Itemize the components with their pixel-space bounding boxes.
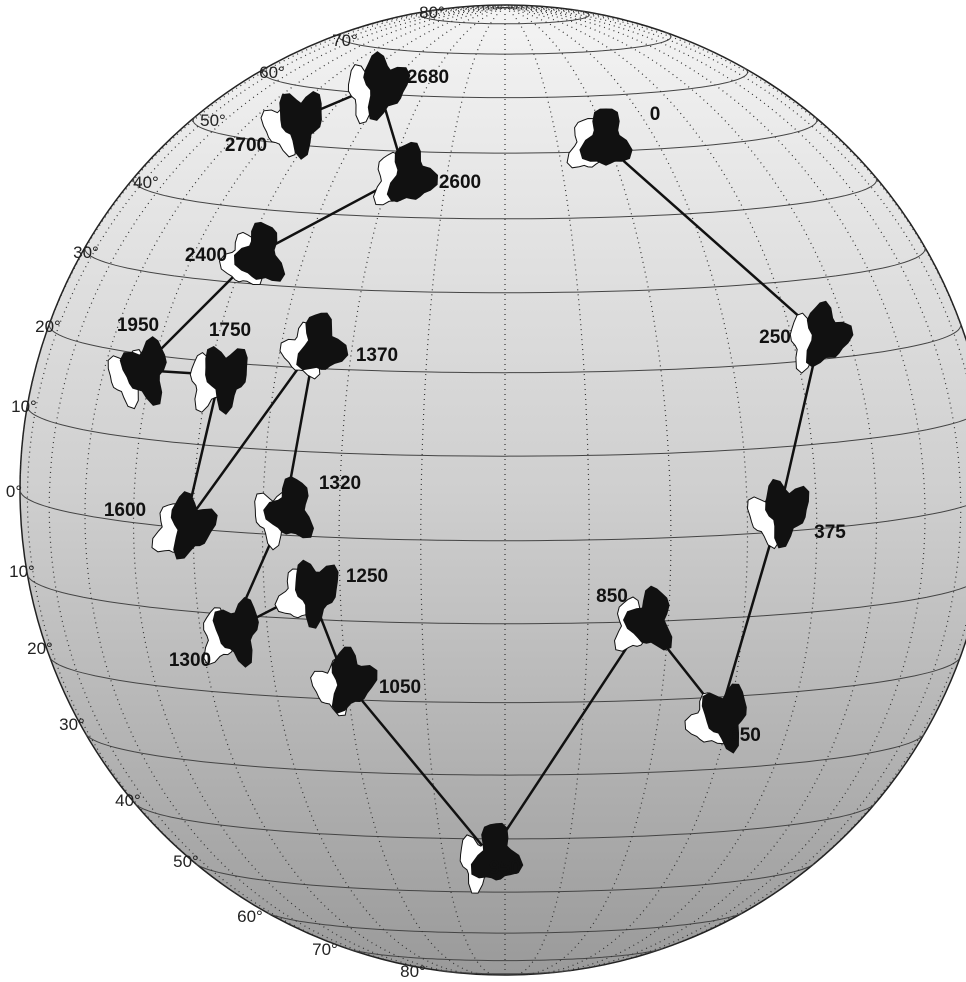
age-label: 2680 bbox=[407, 67, 449, 88]
parallel bbox=[438, 969, 572, 975]
latitude-label: 50° bbox=[173, 852, 199, 871]
age-label: 1750 bbox=[209, 320, 251, 341]
age-label: 1050 bbox=[379, 677, 421, 698]
path-segment bbox=[183, 344, 317, 526]
age-label: 0 bbox=[650, 104, 661, 125]
age-label: 2400 bbox=[185, 245, 227, 266]
meridian bbox=[504, 7, 749, 975]
continent bbox=[363, 51, 411, 121]
meridian bbox=[504, 5, 538, 9]
parallel bbox=[196, 863, 814, 893]
continent bbox=[331, 646, 378, 714]
age-label: 250 bbox=[759, 327, 791, 348]
continent bbox=[806, 300, 854, 368]
continent bbox=[263, 476, 314, 539]
age-label: 1300 bbox=[169, 650, 211, 671]
parallel bbox=[50, 657, 960, 704]
parallel bbox=[19, 489, 966, 542]
continent bbox=[470, 822, 524, 881]
continent bbox=[234, 221, 286, 282]
age-label: 2700 bbox=[225, 135, 267, 156]
continent-reconstructions bbox=[107, 51, 854, 894]
meridian bbox=[379, 6, 506, 23]
parallel bbox=[84, 247, 926, 294]
continent bbox=[295, 559, 339, 629]
parallel bbox=[48, 323, 962, 374]
age-label: 1320 bbox=[319, 473, 361, 494]
meridian bbox=[504, 6, 631, 23]
latitude-label: 30° bbox=[59, 715, 85, 734]
latitude-label: 0° bbox=[6, 482, 22, 501]
continent bbox=[623, 585, 673, 651]
latitude-label: 80° bbox=[400, 962, 426, 981]
meridian bbox=[504, 7, 966, 905]
meridian bbox=[504, 7, 878, 972]
labels: 80° 70° 60° 50° 40° 30° 20° 10° 0° 10° 20° 30° 40° 50… bbox=[6, 3, 846, 981]
latitude-label: 70° bbox=[332, 31, 358, 50]
parallel bbox=[132, 176, 878, 220]
meridian bbox=[453, 5, 506, 9]
latitude-label: 30° bbox=[73, 243, 99, 262]
age-label: 375 bbox=[814, 522, 846, 543]
parallel bbox=[26, 406, 966, 457]
continent bbox=[279, 91, 322, 160]
meridian bbox=[132, 7, 506, 972]
latitude-label: 40° bbox=[115, 791, 141, 810]
latitude-label: 70° bbox=[312, 940, 338, 959]
age-label: 950 bbox=[489, 858, 521, 879]
age-label: 850 bbox=[596, 586, 628, 607]
parallel bbox=[192, 116, 818, 154]
path-segment bbox=[599, 139, 821, 336]
continent bbox=[296, 312, 349, 371]
continent bbox=[170, 491, 218, 560]
continent bbox=[579, 108, 633, 166]
continent bbox=[386, 141, 438, 202]
parallel bbox=[261, 67, 749, 99]
continent bbox=[119, 336, 167, 406]
age-label: 1370 bbox=[356, 345, 398, 366]
parallel bbox=[420, 9, 590, 25]
continent bbox=[765, 478, 810, 549]
parallel bbox=[85, 733, 925, 776]
latitude-label: 60° bbox=[259, 63, 285, 82]
meridian bbox=[261, 7, 506, 975]
latitude-label: 20° bbox=[35, 317, 61, 336]
graticule bbox=[19, 4, 966, 976]
age-label: 1950 bbox=[117, 315, 159, 336]
meridian bbox=[504, 5, 557, 9]
latitude-label: 50° bbox=[200, 111, 226, 130]
meridian bbox=[432, 6, 506, 12]
latitude-label: 80° bbox=[419, 3, 445, 22]
path-segment bbox=[488, 619, 647, 856]
continent bbox=[701, 683, 747, 754]
age-label: 650 bbox=[729, 725, 761, 746]
meridian bbox=[26, 7, 506, 905]
parallel bbox=[27, 575, 966, 625]
age-label: 1600 bbox=[104, 500, 146, 521]
path-segment bbox=[344, 679, 491, 856]
latitude-label: 10° bbox=[11, 397, 37, 416]
meridian bbox=[472, 5, 506, 9]
meridian bbox=[504, 7, 590, 976]
latitude-label: 60° bbox=[237, 907, 263, 926]
meridian bbox=[504, 6, 578, 12]
continent bbox=[212, 597, 259, 668]
latitude-label: 40° bbox=[133, 173, 159, 192]
continent bbox=[205, 346, 248, 415]
meridian bbox=[420, 7, 506, 976]
age-label: 1250 bbox=[346, 566, 388, 587]
parallel bbox=[347, 948, 663, 962]
age-label: 2600 bbox=[439, 172, 481, 193]
parallel bbox=[267, 912, 743, 934]
latitude-label: 20° bbox=[27, 639, 53, 658]
latitude-label: 10° bbox=[9, 562, 35, 581]
